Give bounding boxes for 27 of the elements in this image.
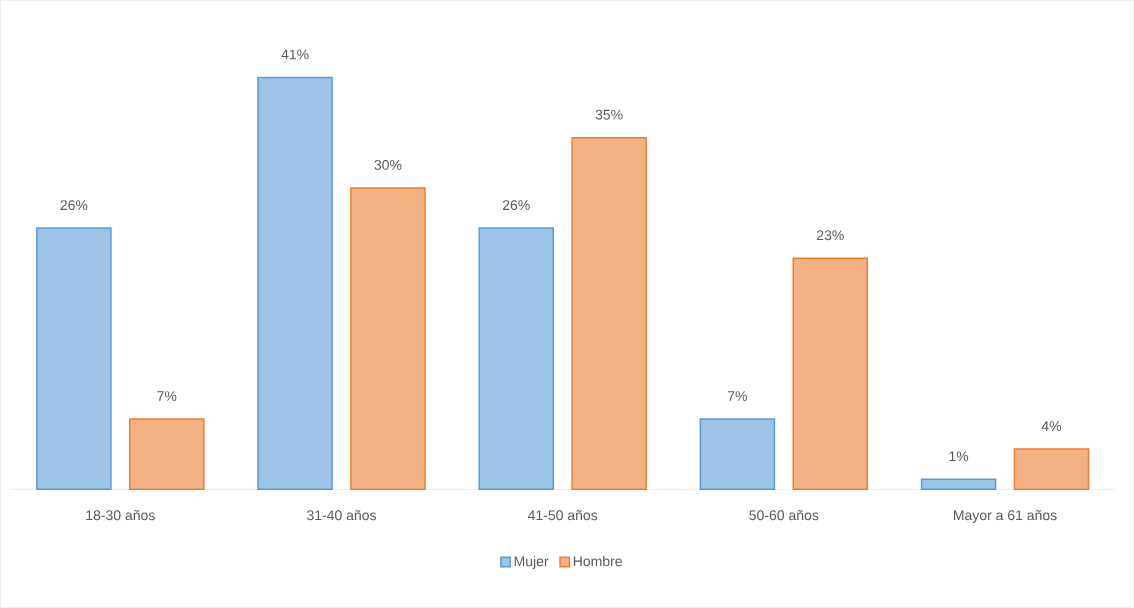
- x-tick-label: 18-30 años: [86, 510, 155, 521]
- data-label: 41%: [281, 49, 309, 60]
- bar: [350, 187, 426, 491]
- x-tick-label: 31-40 años: [306, 510, 376, 521]
- bar: [920, 478, 997, 491]
- data-label: 23%: [816, 230, 844, 241]
- data-label: 30%: [374, 160, 402, 170]
- bar: [128, 418, 205, 491]
- x-tick-label: 50-60 años: [749, 510, 819, 521]
- bar: [257, 76, 333, 491]
- x-tick-label: Mayor a 61 años: [954, 510, 1057, 524]
- bar: [36, 227, 112, 491]
- x-tick-label: 41-50 años: [527, 510, 598, 521]
- legend-label: Hombre: [573, 556, 622, 567]
- bar: [571, 137, 647, 491]
- data-label: 7%: [157, 391, 177, 402]
- bar: [1013, 448, 1090, 491]
- data-label: 26%: [60, 200, 88, 211]
- data-label: 26%: [502, 200, 530, 211]
- data-label: 4%: [1041, 421, 1062, 432]
- legend-label: Mujer: [514, 556, 549, 570]
- data-label: 35%: [595, 109, 623, 120]
- data-label: 7%: [727, 391, 748, 402]
- bar: [792, 257, 869, 491]
- bar: [699, 418, 776, 491]
- bar: [478, 227, 555, 491]
- data-label: 1%: [949, 451, 969, 462]
